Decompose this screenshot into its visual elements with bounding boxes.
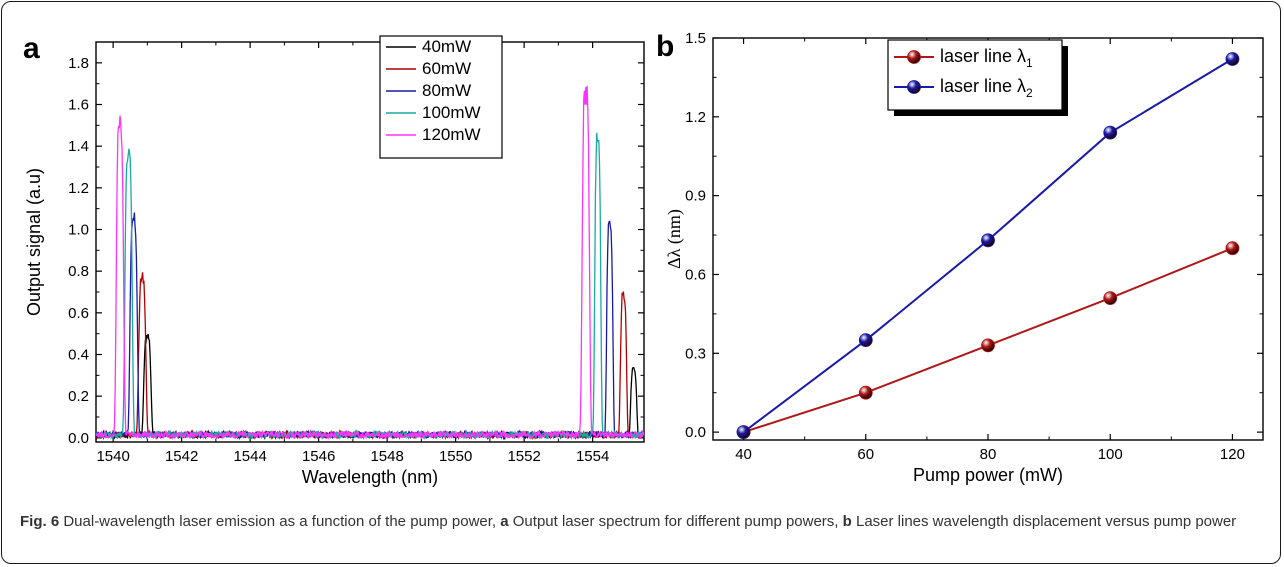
series-line-100mW bbox=[96, 132, 644, 441]
legend-marker-lambda-1 bbox=[907, 50, 921, 64]
y-tick-label: 1.2 bbox=[685, 109, 706, 126]
x-tick-label: 1548 bbox=[370, 448, 403, 465]
y-tick-label: 0.8 bbox=[68, 263, 89, 280]
plot-frame bbox=[95, 41, 645, 443]
y-axis-label: Δλ (nm) bbox=[664, 209, 685, 269]
y-tick-label: 1.2 bbox=[68, 180, 89, 197]
series-line-80mW bbox=[96, 212, 644, 441]
panel-label: a bbox=[23, 32, 40, 65]
caption-text-2: Output laser spectrum for different pump… bbox=[508, 513, 843, 530]
y-tick-label: 1.5 bbox=[685, 30, 706, 47]
caption-fig-label: Fig. 6 bbox=[20, 513, 60, 530]
legend-box bbox=[379, 35, 503, 159]
data-point-lambda-2 bbox=[1103, 125, 1118, 140]
x-tick-label: 40 bbox=[735, 446, 752, 463]
x-tick-label: 100 bbox=[1098, 446, 1123, 463]
caption-ref-b: b bbox=[842, 513, 852, 530]
x-tick-label: 1552 bbox=[507, 448, 540, 465]
x-tick-label: 120 bbox=[1220, 446, 1245, 463]
x-tick-label: 60 bbox=[857, 446, 874, 463]
y-tick-label: 0.6 bbox=[685, 266, 706, 283]
legend-label-text: laser line λ bbox=[940, 76, 1026, 96]
y-tick-label: 0.2 bbox=[68, 388, 89, 405]
x-tick-label: 1540 bbox=[96, 448, 129, 465]
x-tick-label: 1546 bbox=[302, 448, 335, 465]
x-tick-label: 1550 bbox=[439, 448, 472, 465]
figure-svg: 1540 1542 1544 1546 1548 1550 1552 1554 0.0 0.2 0.… bbox=[23, 30, 1264, 487]
series-line-120mW bbox=[96, 85, 644, 441]
data-point-lambda-2 bbox=[1225, 52, 1240, 66]
legend-label-lambda-1: laser line λ1 bbox=[940, 46, 1033, 70]
panel-a: 1540 1542 1544 1546 1548 1550 1552 1554 0.0 0.2 0.… bbox=[23, 32, 645, 487]
legend-label-100mW: 100mW bbox=[422, 103, 481, 122]
series-line-40mW bbox=[96, 333, 644, 441]
legend-label-text: laser line λ bbox=[940, 46, 1026, 66]
x-tick-label: 1544 bbox=[233, 448, 266, 465]
y-tick-label: 1.8 bbox=[68, 55, 89, 72]
legend-label-80mW: 80mW bbox=[422, 81, 471, 100]
y-tick-label: 0.4 bbox=[68, 347, 89, 364]
y-tick-label: 0.9 bbox=[685, 188, 706, 205]
legend-label-subscript: 1 bbox=[1026, 56, 1033, 70]
legend-label-subscript: 2 bbox=[1026, 86, 1033, 100]
caption-text-3: Laser lines wavelength displacement vers… bbox=[851, 513, 1237, 530]
x-axis-label: Wavelength (nm) bbox=[302, 467, 438, 487]
y-tick-label: 1.4 bbox=[68, 138, 89, 155]
y-tick-label: 0.3 bbox=[685, 345, 706, 362]
data-point-lambda-1 bbox=[1225, 241, 1240, 256]
figure-caption: Fig. 6 Dual-wavelength laser emission as… bbox=[20, 512, 1270, 531]
x-tick-label: 1554 bbox=[576, 448, 609, 465]
caption-ref-a: a bbox=[500, 513, 509, 530]
legend-label-120mW: 120mW bbox=[422, 125, 481, 144]
y-tick-label: 0.0 bbox=[68, 430, 89, 447]
data-point-lambda-1 bbox=[1103, 291, 1118, 306]
legend-marker-lambda-2 bbox=[907, 80, 921, 94]
x-axis-label: Pump power (mW) bbox=[913, 465, 1063, 485]
data-point-lambda-2 bbox=[981, 233, 995, 248]
legend-label-lambda-2: laser line λ2 bbox=[940, 76, 1033, 100]
y-tick-label: 1.0 bbox=[68, 222, 89, 239]
y-tick-label: 0.0 bbox=[685, 424, 706, 441]
panel-b: 40 60 80 100 120 0.0 0.3 0.6 0.9 1.2 1.5 Pump power… bbox=[656, 30, 1264, 485]
x-tick-label: 1542 bbox=[165, 448, 198, 465]
y-tick-label: 0.6 bbox=[68, 305, 89, 322]
panel-label: b bbox=[656, 30, 674, 63]
x-tick-label: 80 bbox=[980, 446, 997, 463]
data-point-lambda-1 bbox=[981, 338, 995, 353]
series-line-60mW bbox=[96, 272, 644, 441]
data-point-lambda-1 bbox=[858, 385, 873, 400]
data-point-lambda-2 bbox=[736, 425, 751, 440]
legend-label-40mW: 40mW bbox=[422, 37, 471, 56]
y-axis-label: Output signal (a.u) bbox=[24, 168, 44, 316]
data-point-lambda-2 bbox=[858, 333, 873, 348]
legend-label-60mW: 60mW bbox=[422, 59, 471, 78]
caption-text-1: Dual-wavelength laser emission as a func… bbox=[59, 513, 501, 530]
y-tick-label: 1.6 bbox=[68, 97, 89, 114]
